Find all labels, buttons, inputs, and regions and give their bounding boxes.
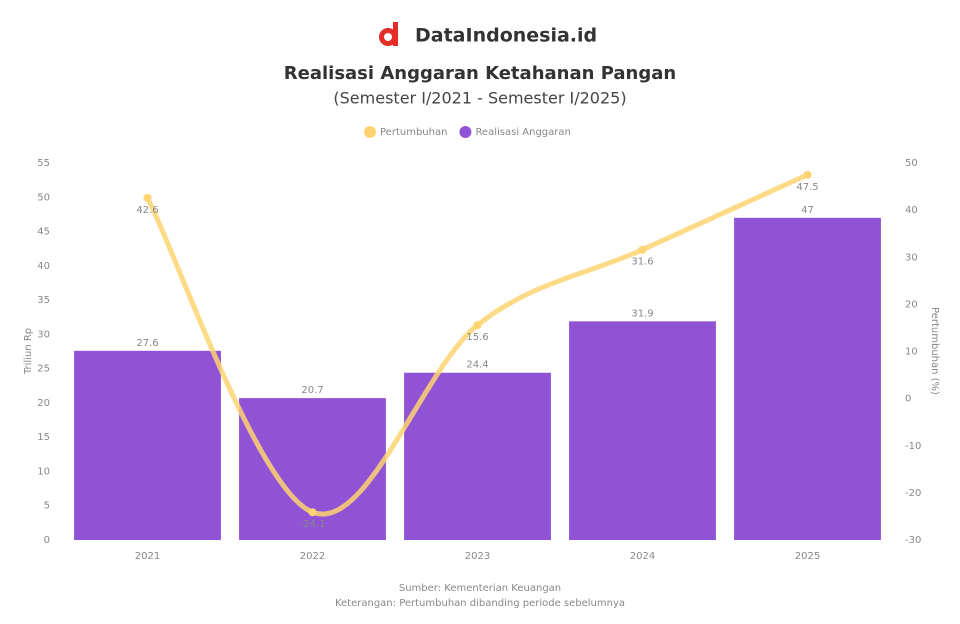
y2-tick-label: 50 — [905, 158, 918, 169]
x-tick-label: 2023 — [465, 551, 490, 562]
bar — [404, 372, 551, 540]
y-axis-label: Triliun Rp — [23, 328, 34, 375]
line — [145, 172, 809, 517]
bar — [734, 217, 881, 540]
y-tick-label: 20 — [37, 398, 50, 409]
legend-swatch — [364, 126, 376, 138]
y-tick-label: 45 — [37, 227, 50, 238]
line-point — [638, 245, 647, 254]
y2-tick-label: 0 — [905, 394, 911, 405]
x-tick-label: 2021 — [135, 551, 160, 562]
y2-tick-label: -10 — [905, 441, 921, 452]
y-tick-label: 50 — [37, 192, 50, 203]
line-point — [473, 321, 482, 330]
y-tick-label: 5 — [44, 501, 50, 512]
source-note: Sumber: Kementerian Keuangan — [399, 583, 561, 594]
line-value-label: 15.6 — [466, 332, 488, 343]
line-value-label: 47.5 — [796, 182, 818, 193]
bar-value-label: 47 — [801, 205, 814, 216]
line-point — [308, 508, 317, 517]
y2-tick-label: 20 — [905, 299, 918, 310]
line-value-label: 31.6 — [631, 257, 653, 268]
logo-icon — [379, 22, 398, 46]
y-tick-label: 10 — [37, 466, 50, 477]
line-point — [143, 193, 152, 202]
y-tick-label: 25 — [37, 364, 50, 375]
legend-swatch — [459, 126, 472, 138]
y-tick-label: 15 — [37, 432, 50, 443]
x-tick-label: 2024 — [630, 551, 655, 562]
bar — [74, 350, 221, 540]
bar-value-label: 31.9 — [631, 308, 653, 319]
y2-tick-label: 10 — [905, 347, 918, 358]
bar — [239, 398, 386, 540]
bar — [569, 321, 716, 540]
y2-tick-label: 40 — [905, 205, 918, 216]
y2-tick-label: -30 — [905, 535, 921, 546]
y2-axis-label: Pertumbuhan (%) — [929, 307, 940, 395]
bar-value-label: 27.6 — [136, 338, 158, 349]
y2-tick-label: -20 — [905, 488, 921, 499]
chart-subtitle: (Semester I/2021 - Semester I/2025) — [333, 89, 626, 108]
bar-value-label: 20.7 — [301, 385, 323, 396]
y-tick-label: 35 — [37, 295, 50, 306]
legend-label: Realisasi Anggaran — [475, 127, 570, 138]
legend-label: Pertumbuhan — [380, 127, 447, 138]
y-tick-label: 40 — [37, 261, 50, 272]
line-value-label: -24.1 — [300, 519, 326, 530]
x-tick-label: 2025 — [795, 551, 820, 562]
note: Keterangan: Pertumbuhan dibanding period… — [335, 598, 625, 609]
brand: DataIndonesia.id — [415, 25, 597, 47]
x-tick-label: 2022 — [300, 551, 325, 562]
line-value-label: 42.6 — [136, 205, 158, 216]
y2-tick-label: 30 — [905, 252, 918, 263]
y-tick-label: 0 — [44, 535, 50, 546]
chart-title: Realisasi Anggaran Ketahanan Pangan — [284, 63, 676, 84]
y-tick-label: 30 — [37, 329, 50, 340]
bar-value-label: 24.4 — [466, 360, 488, 371]
line-point — [803, 170, 812, 179]
y-tick-label: 55 — [37, 158, 50, 169]
